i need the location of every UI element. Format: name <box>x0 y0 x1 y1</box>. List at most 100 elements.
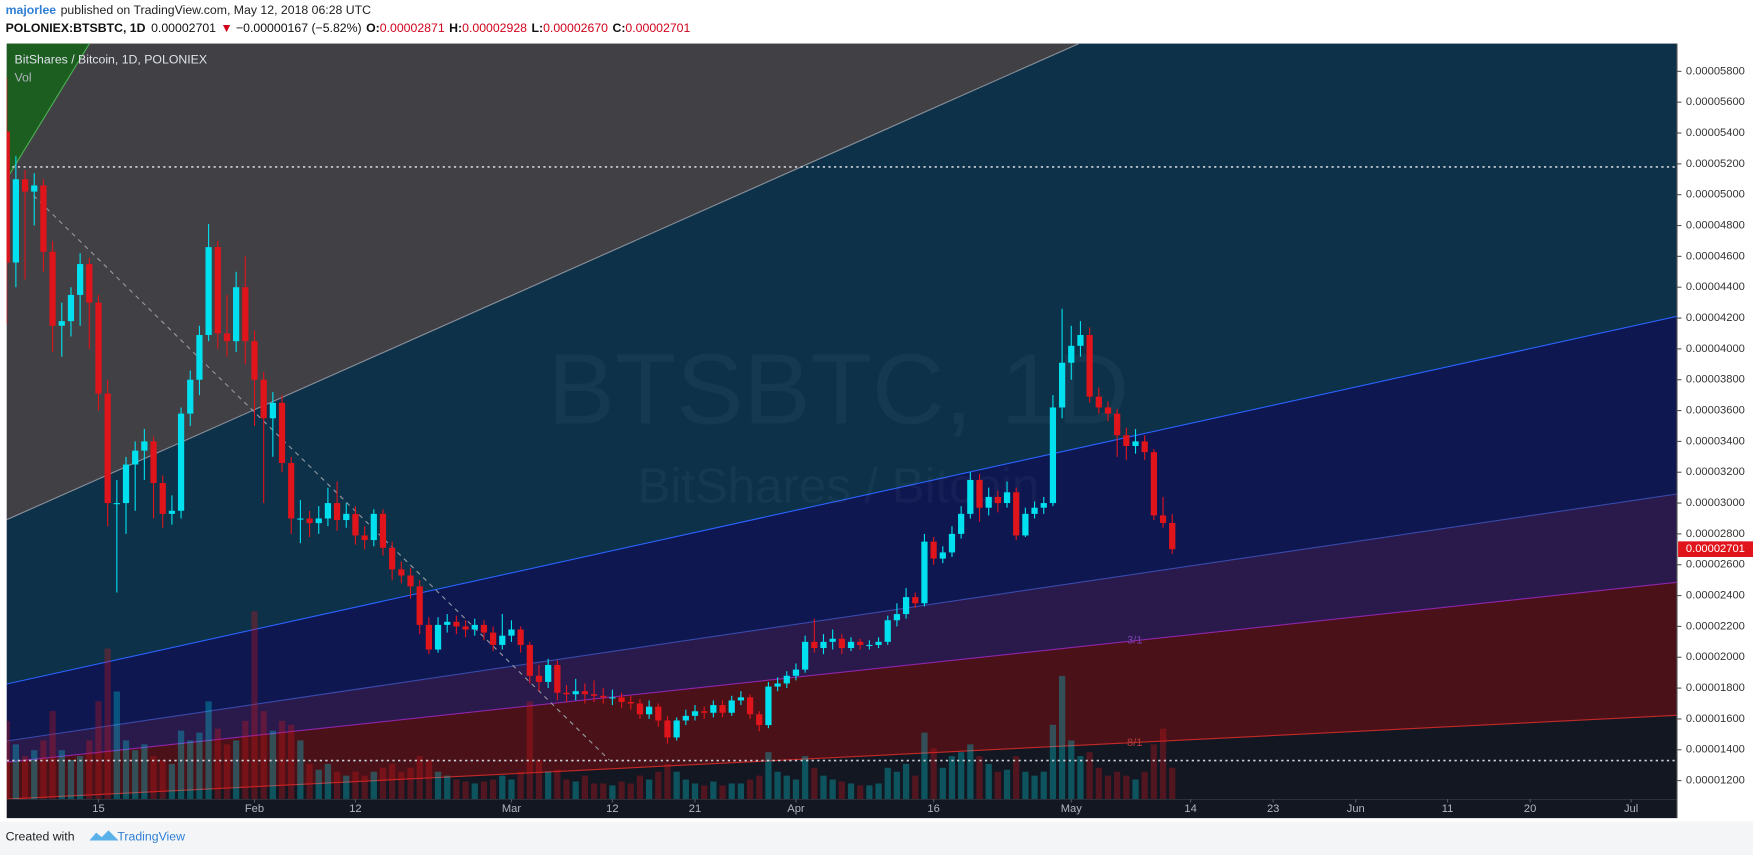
x-tick-label: 20 <box>1524 803 1536 815</box>
x-tick-label: 14 <box>1184 803 1196 815</box>
ohlc-line: POLONIEX:BTSBTC, 1D 0.00002701 ▼ −0.0000016… <box>6 21 691 35</box>
volume-bar <box>223 744 231 800</box>
candle-body <box>875 641 882 645</box>
volume-bar <box>774 771 781 800</box>
x-tick-label: 16 <box>927 803 939 815</box>
candle-body <box>535 675 543 682</box>
volume-bar <box>333 771 341 800</box>
candle-body <box>196 335 203 380</box>
volume-bar <box>1049 724 1057 800</box>
price-marker-label: 0.00002701 <box>1686 543 1745 555</box>
candle-body <box>838 638 845 649</box>
volume-bar <box>150 756 157 800</box>
volume-bar <box>122 740 130 800</box>
candle-body <box>1022 513 1029 536</box>
y-tick-label: 0.00004400 <box>1686 281 1745 293</box>
volume-bar <box>1013 756 1020 800</box>
watermark: BTSBTC, 1D <box>548 333 1129 445</box>
volume-bar <box>269 730 276 800</box>
volume-bar <box>31 750 38 800</box>
candle-body <box>242 287 249 342</box>
volume-bar <box>866 785 873 800</box>
volume-bar <box>664 763 671 800</box>
candle-body <box>1086 335 1093 397</box>
candle-body <box>1104 407 1112 414</box>
volume-bar <box>379 767 387 800</box>
candle-body <box>627 701 634 704</box>
candle-body <box>6 131 10 263</box>
candle-body <box>618 697 625 702</box>
candle-body <box>306 518 313 524</box>
candle-body <box>746 697 754 715</box>
volume-bar <box>1095 767 1102 800</box>
x-tick-label: 12 <box>349 803 361 815</box>
volume-bar <box>1132 779 1139 800</box>
volume-bar <box>95 701 102 800</box>
o-value: 0.00002871 <box>380 21 445 35</box>
candle-body <box>921 541 928 604</box>
volume-bar <box>242 720 249 800</box>
volume-bar <box>471 783 478 800</box>
volume-bar <box>976 756 983 800</box>
volume-bar <box>104 648 111 800</box>
volume-bar <box>21 756 29 800</box>
y-tick-label: 0.00003800 <box>1686 374 1745 386</box>
candle-body <box>866 644 873 647</box>
candle-body <box>251 341 258 380</box>
fan-line <box>6 315 1677 685</box>
volume-bar <box>994 771 1001 800</box>
volume-bar <box>113 691 120 800</box>
volume-bar <box>1141 771 1148 800</box>
candle-body <box>31 185 38 192</box>
volume-bar <box>802 756 809 800</box>
candle-body <box>948 533 956 553</box>
volume-bar <box>921 732 928 800</box>
candle-body <box>508 629 515 636</box>
y-tick-label: 0.00005200 <box>1686 158 1745 170</box>
volume-bar <box>407 767 414 800</box>
candle-body <box>554 664 561 693</box>
volume-bar <box>627 783 634 800</box>
x-tick-label: 23 <box>1267 803 1279 815</box>
candle-body <box>1058 362 1066 408</box>
candle-body <box>233 287 240 342</box>
volume-bar <box>609 785 616 800</box>
l-label: L: <box>531 21 543 35</box>
candle-body <box>774 683 781 687</box>
volume-bar <box>389 763 396 800</box>
volume-bar <box>600 783 607 800</box>
candle-body <box>1169 522 1176 550</box>
footer-brand[interactable]: TradingView <box>117 829 185 843</box>
h-label: H: <box>449 21 462 35</box>
volume-bar <box>233 740 240 800</box>
candle-body <box>86 264 93 303</box>
volume-bar <box>425 760 432 800</box>
volume-bar <box>967 744 974 800</box>
last-price: 0.00002701 <box>151 21 216 35</box>
volume-bar <box>939 767 946 800</box>
candle-body <box>820 641 827 649</box>
trend-line <box>33 195 610 761</box>
candle-body <box>499 635 506 645</box>
volume-bar <box>847 783 855 800</box>
volume-bar <box>67 760 75 800</box>
volume-bar <box>728 783 735 800</box>
volume-bar <box>691 783 699 800</box>
candle-body <box>664 720 671 738</box>
candle-body <box>159 483 166 514</box>
x-tick-label: Apr <box>787 803 805 815</box>
fan-line <box>6 43 90 180</box>
y-tick-label: 0.00004800 <box>1686 219 1745 231</box>
candle-body <box>223 333 231 342</box>
volume-bar <box>343 775 350 800</box>
volume-bar <box>765 752 772 800</box>
candle-body <box>802 641 809 670</box>
author[interactable]: majorlee <box>6 3 57 17</box>
volume-bar <box>1086 752 1093 800</box>
axes-layer: 0.00001200 0.00001400 0.00001600 0.00001800… <box>92 65 1753 815</box>
candle-body <box>609 697 616 699</box>
volume-bar <box>40 740 47 800</box>
candle-body <box>40 185 47 252</box>
y-tick-label: 0.00002000 <box>1686 651 1745 663</box>
volume-bar <box>177 730 185 800</box>
